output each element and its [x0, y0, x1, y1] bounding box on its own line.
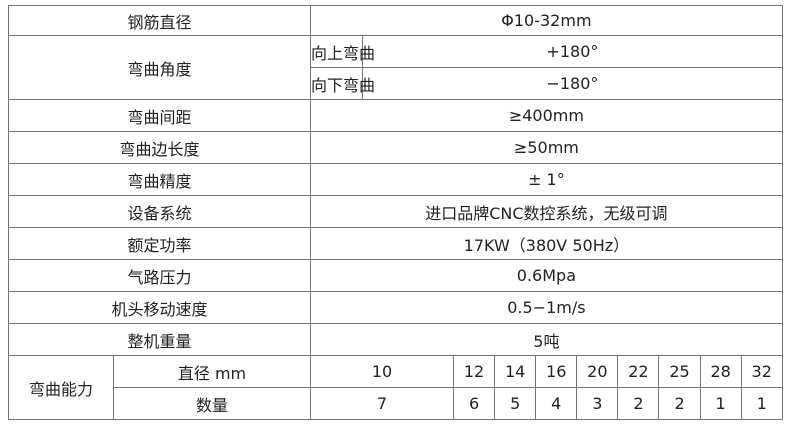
table-row: 弯曲间距 ≥400mm: [7, 99, 783, 132]
diameter-label: 直径 mm: [112, 355, 312, 388]
table-row: 设备系统 进口品牌CNC数控系统，无级可调: [7, 195, 783, 228]
spec-value: ± 1°: [310, 163, 783, 196]
quantity-cell: 3: [576, 387, 619, 420]
spec-label: 气路压力: [7, 259, 312, 292]
spec-value: +180°: [362, 35, 783, 68]
table-row: 弯曲能力 直径 mm 10 12 14 16 20 22 25 28 32: [8, 355, 783, 420]
table-row: 弯曲边长度 ≥50mm: [7, 131, 783, 164]
spec-label: 额定功率: [7, 227, 312, 260]
spec-label: 弯曲精度: [7, 163, 312, 196]
table-row: 向下弯曲 −180°: [9, 67, 783, 100]
spec-value: ≥50mm: [310, 131, 783, 164]
spec-value: 进口品牌CNC数控系统，无级可调: [310, 195, 783, 228]
spec-label: 钢筋直径: [7, 5, 312, 36]
spec-value: 0.6Mpa: [310, 259, 783, 292]
spec-value: 0.5−1m/s: [310, 291, 783, 324]
quantity-label: 数量: [112, 387, 312, 420]
spec-value: 5吨: [310, 323, 783, 356]
diameter-cell: 10: [310, 355, 455, 388]
diameter-cell: 20: [576, 355, 619, 388]
table-row: 机头移动速度 0.5−1m/s: [7, 291, 783, 324]
table-row: 数量 7 6 5 4 3 2 2 1 1: [9, 387, 783, 420]
capacity-label: 弯曲能力: [8, 355, 114, 420]
quantity-cell: 7: [310, 387, 455, 420]
spec-value: −180°: [362, 67, 783, 100]
quantity-cell: 5: [494, 387, 537, 420]
table-row: 钢筋直径 Φ10-32mm: [7, 5, 783, 36]
table-row: 气路压力 0.6Mpa: [7, 259, 783, 292]
diameter-cell: 32: [740, 355, 783, 388]
spec-label: 弯曲间距: [7, 99, 312, 132]
quantity-cell: 1: [740, 387, 783, 420]
spec-value: ≥400mm: [310, 99, 783, 132]
spec-value: Φ10-32mm: [310, 5, 783, 36]
diameter-cell: 12: [453, 355, 496, 388]
table-row: 额定功率 17KW（380V 50Hz）: [7, 227, 783, 260]
spec-label: 整机重量: [7, 323, 312, 356]
quantity-cell: 4: [535, 387, 578, 420]
quantity-cell: 2: [617, 387, 660, 420]
spec-label: 弯曲角度: [7, 35, 312, 100]
spec-label: 设备系统: [7, 195, 312, 228]
sub-label: 向上弯曲: [310, 35, 375, 68]
diameter-cell: 16: [535, 355, 578, 388]
quantity-cell: 6: [453, 387, 496, 420]
diameter-cell: 25: [658, 355, 701, 388]
diameter-cell: 22: [617, 355, 660, 388]
spec-label: 机头移动速度: [7, 291, 312, 324]
table-row: 弯曲角度 向上弯曲 +180°: [7, 35, 783, 100]
spec-label: 弯曲边长度: [7, 131, 312, 164]
sub-label: 向下弯曲: [310, 67, 375, 100]
quantity-cell: 2: [658, 387, 701, 420]
spec-table: 钢筋直径 Φ10-32mm 弯曲角度 向上弯曲 +180° 向下弯曲 −180°…: [7, 5, 783, 420]
spec-value: 17KW（380V 50Hz）: [310, 227, 783, 260]
quantity-cell: 1: [699, 387, 742, 420]
table-row: 整机重量 5吨: [7, 323, 783, 356]
diameter-cell: 14: [494, 355, 537, 388]
diameter-cell: 28: [699, 355, 742, 388]
table-row: 弯曲精度 ± 1°: [7, 163, 783, 196]
